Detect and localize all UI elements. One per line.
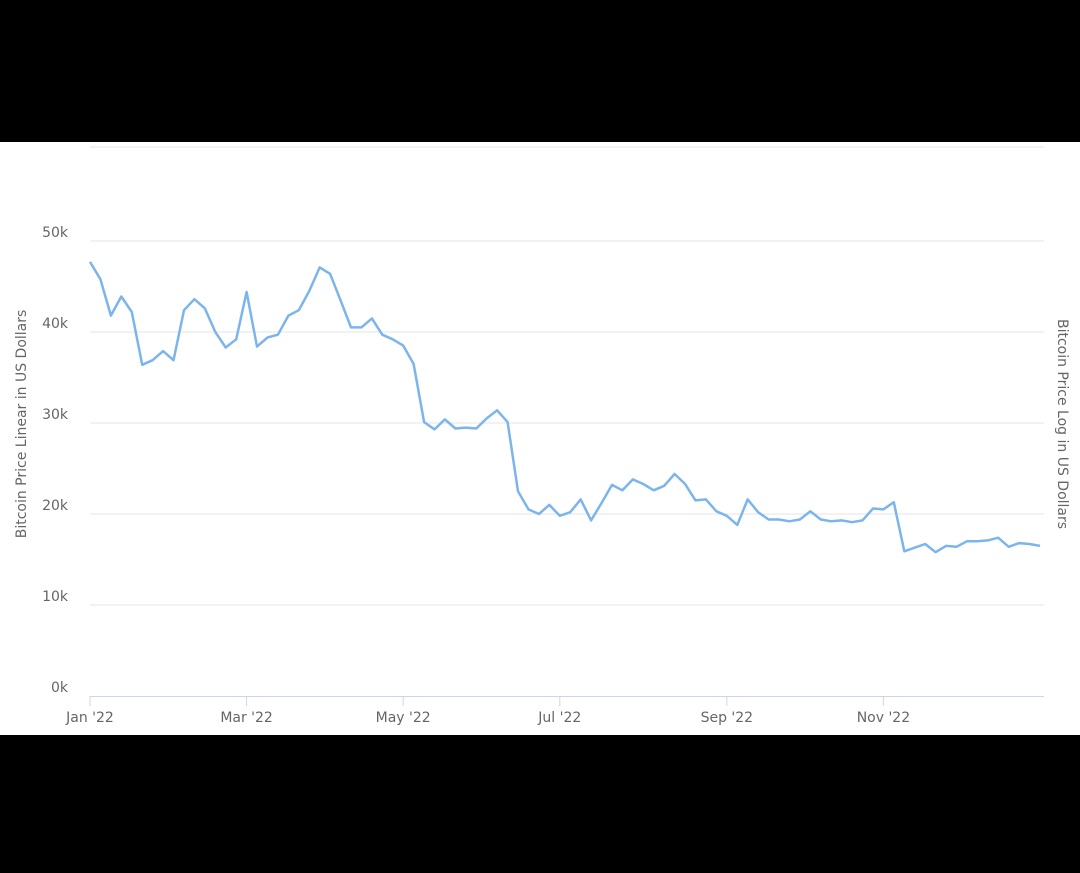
y-tick-label: 10k [42, 589, 69, 605]
y-tick-label: 40k [42, 316, 69, 332]
y-axis-title: Bitcoin Price Linear in US Dollars [14, 310, 30, 539]
y-tick-label: 20k [42, 498, 69, 514]
chart-background [0, 142, 1080, 735]
y2-axis-title: Bitcoin Price Log in US Dollars [1054, 319, 1070, 529]
x-tick-label: Nov '22 [857, 710, 910, 726]
x-tick-label: Jul '22 [537, 710, 581, 726]
x-tick-label: Mar '22 [220, 710, 273, 726]
x-tick-label: Sep '22 [701, 710, 754, 726]
y-tick-label: 0k [51, 680, 69, 696]
price-line [88, 261, 1041, 554]
x-tick-label: Jan '22 [65, 710, 114, 726]
y-tick-label: 30k [42, 407, 69, 423]
y-tick-label: 50k [42, 225, 69, 241]
x-tick-label: May '22 [376, 710, 431, 726]
